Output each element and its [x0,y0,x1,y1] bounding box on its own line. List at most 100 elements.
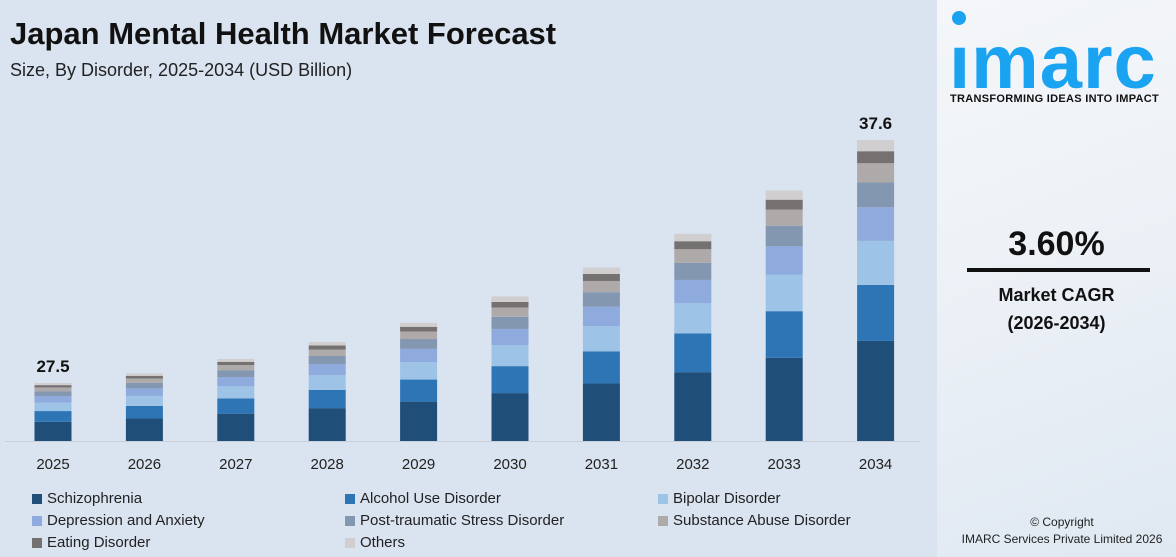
bar-segment [34,385,72,388]
bar-segment [125,388,163,396]
legend-item: Eating Disorder [32,534,150,551]
bar-segment [34,411,72,422]
bar-segment [857,140,895,152]
x-tick-label: 2027 [219,456,252,473]
bar-segment [217,413,255,441]
bar-segment [125,378,163,383]
cagr-period: (2026-2034) [1007,313,1106,333]
bar-segment [582,267,620,274]
bar-segment [400,379,438,402]
legend-item: Depression and Anxiety [32,512,205,529]
bar-segment [491,345,529,367]
bar-segment [857,182,895,208]
bar-segment [674,333,712,373]
legend-swatch [32,537,42,548]
x-tick-label: 2025 [36,456,69,473]
bar-segment [34,396,72,403]
bar-segment [400,326,438,332]
info-panel: ımarc TRANSFORMING IDEAS INTO IMPACT 3.6… [937,0,1176,557]
bar-segment [217,377,255,387]
bar-segment [34,402,72,412]
legend-label: Depression and Anxiety [47,512,205,529]
x-tick-label: 2026 [128,456,161,473]
bar-segment [491,307,529,317]
bar-segment [125,375,163,379]
copyright: © Copyright [1030,515,1094,529]
imarc-logo: ımarc [949,11,1157,93]
legend-swatch [658,493,668,504]
bar-segment [308,349,346,356]
x-tick-label: 2034 [859,456,892,473]
bar-segment [857,284,895,341]
bar-segment [491,301,529,308]
bar-segment [491,316,529,329]
total-label: 37.6 [859,114,892,133]
legend-item: Substance Abuse Disorder [658,512,851,529]
legend-item: Bipolar Disorder [658,490,781,507]
bar-segment [400,348,438,363]
bar-segment [217,358,255,362]
bar-segment [765,246,803,275]
tagline: TRANSFORMING IDEAS INTO IMPACT [950,93,1160,105]
legend-item: Post-traumatic Stress Disorder [345,512,564,529]
x-tick-label: 2029 [402,456,435,473]
bar-segment [34,387,72,392]
chart-title: Japan Mental Health Market Forecast [10,16,557,51]
bar-segment [400,331,438,340]
bar-segment [308,408,346,441]
bar-segment [308,375,346,390]
bar-segment [400,401,438,441]
bar-segment [765,274,803,312]
bar-segment [582,351,620,384]
legend-label: Others [360,534,406,551]
bar-segment [582,383,620,441]
svg-text:ımarc: ımarc [949,20,1157,93]
bar-segment [308,342,346,346]
legend-label: Eating Disorder [47,534,151,551]
bar-segment [217,361,255,366]
legend-swatch [345,515,355,526]
bar-segment [491,366,529,394]
bar-segment [125,418,163,441]
bar-segment [400,322,438,327]
bar-segment [674,279,712,304]
bar-segment [765,209,803,226]
legend-swatch [32,493,42,504]
bar-segment [582,326,620,352]
bar-segment [582,273,620,281]
bar-segment [765,190,803,200]
bar-segment [857,240,895,285]
bar-segment [308,355,346,365]
total-label: 27.5 [36,357,69,376]
legend-label: Post-traumatic Stress Disorder [360,512,565,529]
bar-segment [217,370,255,378]
bar-segment [765,311,803,358]
bar-segment [308,345,346,350]
bar-segment [34,391,72,397]
bar-segment [582,280,620,293]
bar-segment [34,383,72,386]
bar-segment [674,233,712,242]
x-tick-label: 2028 [311,456,344,473]
bar-segment [217,365,255,371]
bar-segment [491,393,529,441]
bar-segment [674,241,712,250]
bar-segment [400,339,438,349]
stacked-bar-chart: 2025 27.5 2026 2027 2028 2029 2030 2031 2032 2033… [5,114,920,473]
bar-segment [125,373,163,376]
legend-swatch [658,515,668,526]
legend-item: Alcohol Use Disorder [345,490,501,507]
bar-segment [582,306,620,327]
bar-segment [491,296,529,302]
bar-segment [857,340,895,441]
cagr-value: 3.60% [1008,225,1105,263]
legend-swatch [32,515,42,526]
legend-item: Others [345,534,405,551]
x-tick-label: 2030 [493,456,526,473]
legend-label: Substance Abuse Disorder [673,512,851,529]
bar-segment [125,395,163,406]
chart-subtitle: Size, By Disorder, 2025-2034 (USD Billio… [10,60,353,80]
bar-segment [765,199,803,210]
legend-swatch [345,537,355,548]
divider [967,268,1150,272]
